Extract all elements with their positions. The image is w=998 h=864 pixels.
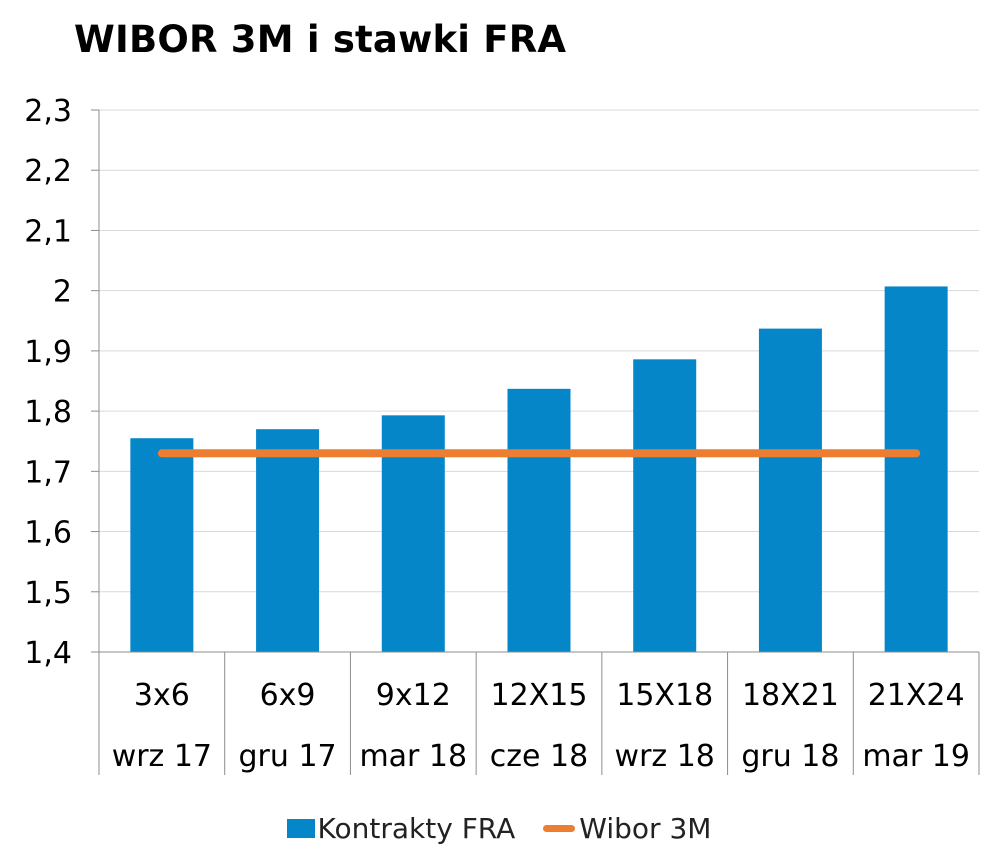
bar (884, 286, 948, 652)
legend-swatch-bar (286, 819, 315, 838)
x-tick-label: 12X15 (491, 678, 588, 713)
y-tick-label: 1,8 (24, 395, 72, 430)
x-tick-label: 18X21 (742, 678, 839, 713)
y-tick-label: 1,7 (24, 455, 72, 490)
x-tick-label: 9x12 (376, 678, 451, 713)
x-subcategory-label: mar 18 (359, 739, 467, 774)
x-tick-label: 6x9 (260, 678, 316, 713)
bar (758, 328, 822, 652)
x-subcategory-label: cze 18 (490, 739, 588, 774)
x-subcategory-label: mar 19 (862, 739, 970, 774)
x-tick-label: 21X24 (868, 678, 965, 713)
bar (256, 429, 320, 652)
x-subcategory-label: gru 18 (741, 739, 839, 774)
legend-swatch-line (543, 825, 576, 832)
bar (507, 388, 571, 652)
y-tick-label: 2,3 (24, 94, 72, 129)
legend-item-line: Wibor 3M (543, 812, 711, 845)
legend-label-bars: Kontrakty FRA (317, 812, 516, 845)
y-tick-label: 1,4 (24, 636, 72, 671)
x-tick-label: 3x6 (134, 678, 190, 713)
y-tick-label: 2,1 (24, 214, 72, 249)
x-subcategory-label: gru 17 (239, 739, 337, 774)
legend-label-line: Wibor 3M (579, 812, 712, 845)
legend: Kontrakty FRA Wibor 3M (0, 812, 998, 845)
x-subcategory-label: wrz 18 (615, 739, 715, 774)
chart-title: WIBOR 3M i stawki FRA (74, 18, 567, 61)
y-tick-label: 1,6 (24, 516, 72, 551)
y-tick-label: 2,2 (24, 154, 72, 189)
y-tick-label: 1,9 (24, 335, 72, 370)
y-tick-label: 2 (53, 275, 72, 310)
x-tick-label: 15X18 (616, 678, 713, 713)
legend-item-bars: Kontrakty FRA (286, 812, 516, 845)
y-tick-label: 1,5 (24, 576, 72, 611)
x-subcategory-label: wrz 17 (112, 739, 212, 774)
bar (130, 438, 194, 652)
bar (633, 359, 697, 652)
